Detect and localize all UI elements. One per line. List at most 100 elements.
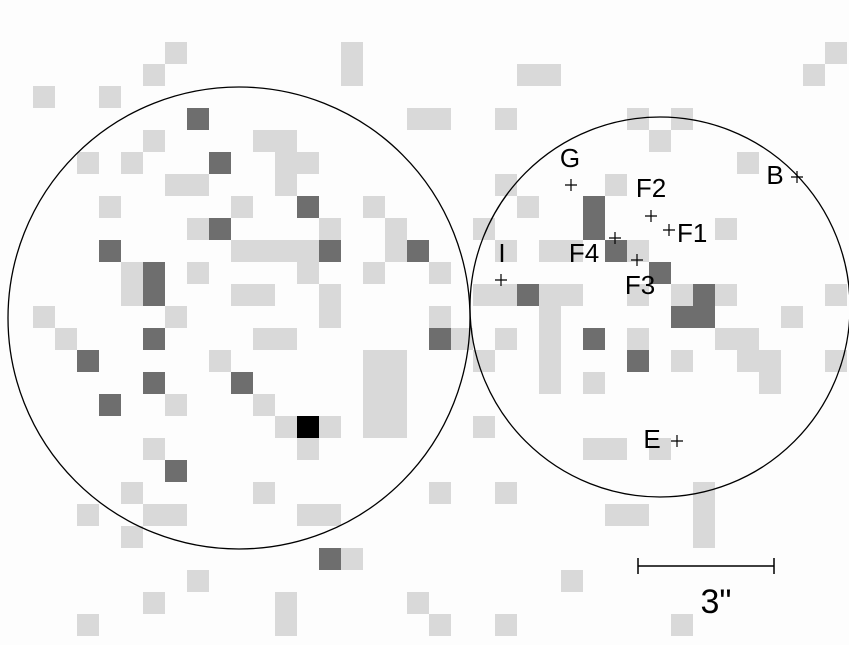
pixel bbox=[319, 306, 341, 328]
pixel bbox=[187, 108, 209, 130]
pixel bbox=[55, 328, 77, 350]
pixel bbox=[363, 394, 385, 416]
pixel bbox=[385, 394, 407, 416]
pixel bbox=[385, 416, 407, 438]
pixel bbox=[495, 482, 517, 504]
pixel bbox=[187, 262, 209, 284]
pixel bbox=[121, 152, 143, 174]
pixel bbox=[275, 592, 297, 614]
pixel bbox=[429, 306, 451, 328]
pixel bbox=[517, 64, 539, 86]
pixel bbox=[275, 614, 297, 636]
pixel bbox=[187, 218, 209, 240]
pixel bbox=[297, 240, 319, 262]
pixel bbox=[99, 196, 121, 218]
pixel bbox=[605, 504, 627, 526]
pixel bbox=[253, 394, 275, 416]
pixel bbox=[99, 86, 121, 108]
pixel bbox=[363, 416, 385, 438]
pixel bbox=[341, 42, 363, 64]
pixel bbox=[297, 504, 319, 526]
pixel bbox=[517, 196, 539, 218]
pixel bbox=[253, 240, 275, 262]
pixel bbox=[517, 284, 539, 306]
pixel bbox=[671, 306, 693, 328]
pixel bbox=[539, 328, 561, 350]
pixel bbox=[693, 526, 715, 548]
pixel bbox=[693, 284, 715, 306]
pixel bbox=[693, 504, 715, 526]
pixel bbox=[495, 108, 517, 130]
pixel bbox=[715, 328, 737, 350]
pixel bbox=[627, 350, 649, 372]
pixel bbox=[759, 350, 781, 372]
pixel bbox=[121, 482, 143, 504]
pixel bbox=[385, 350, 407, 372]
pixel bbox=[165, 306, 187, 328]
pixel bbox=[165, 460, 187, 482]
pixel bbox=[429, 262, 451, 284]
pixel bbox=[473, 416, 495, 438]
source-label: I bbox=[498, 238, 505, 268]
pixel bbox=[385, 372, 407, 394]
source-label: F2 bbox=[636, 173, 666, 203]
pixel bbox=[583, 196, 605, 218]
pixel bbox=[319, 548, 341, 570]
pixel bbox=[209, 152, 231, 174]
pixel bbox=[143, 438, 165, 460]
pixel bbox=[341, 64, 363, 86]
pixel bbox=[187, 570, 209, 592]
pixel bbox=[319, 504, 341, 526]
pixel bbox=[539, 64, 561, 86]
pixel bbox=[407, 108, 429, 130]
pixel bbox=[495, 284, 517, 306]
pixel bbox=[385, 240, 407, 262]
pixel bbox=[759, 372, 781, 394]
pixel bbox=[253, 284, 275, 306]
pixel bbox=[121, 526, 143, 548]
pixel bbox=[77, 152, 99, 174]
pixel bbox=[561, 284, 583, 306]
pixel bbox=[99, 394, 121, 416]
pixel bbox=[539, 284, 561, 306]
pixel bbox=[671, 284, 693, 306]
image: G F2 F1 B I F4 F3 E 3" bbox=[0, 0, 849, 645]
pixel bbox=[121, 262, 143, 284]
pixel bbox=[693, 306, 715, 328]
pixel bbox=[539, 350, 561, 372]
pixel bbox=[275, 152, 297, 174]
pixel bbox=[825, 284, 847, 306]
pixel bbox=[77, 504, 99, 526]
page: G F2 F1 B I F4 F3 E 3" (() => { const da… bbox=[0, 0, 849, 645]
pixel bbox=[363, 196, 385, 218]
pixel bbox=[187, 174, 209, 196]
pixel bbox=[319, 240, 341, 262]
pixel bbox=[275, 328, 297, 350]
pixel bbox=[297, 438, 319, 460]
pixel bbox=[429, 482, 451, 504]
pixel bbox=[231, 240, 253, 262]
pixel bbox=[341, 548, 363, 570]
source-label: E bbox=[643, 424, 660, 454]
pixel bbox=[253, 130, 275, 152]
pixel bbox=[143, 328, 165, 350]
pixel bbox=[363, 350, 385, 372]
pixel bbox=[143, 592, 165, 614]
pixel bbox=[781, 306, 803, 328]
pixel bbox=[165, 394, 187, 416]
pixel bbox=[297, 196, 319, 218]
pixel bbox=[143, 504, 165, 526]
pixel bbox=[825, 42, 847, 64]
pixel bbox=[627, 504, 649, 526]
pixel bbox=[143, 262, 165, 284]
pixel bbox=[33, 86, 55, 108]
pixel bbox=[583, 438, 605, 460]
pixel bbox=[539, 306, 561, 328]
pixel bbox=[143, 284, 165, 306]
pixel bbox=[319, 218, 341, 240]
pixel bbox=[99, 240, 121, 262]
pixel bbox=[715, 284, 737, 306]
pixel bbox=[319, 284, 341, 306]
pixel bbox=[737, 152, 759, 174]
pixel bbox=[649, 130, 671, 152]
